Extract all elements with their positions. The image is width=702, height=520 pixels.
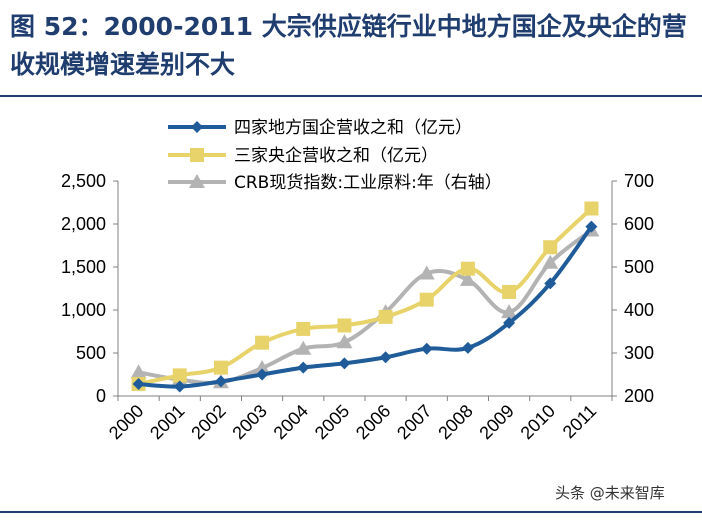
x-tick-label: 2005 xyxy=(311,401,353,443)
legend-marker xyxy=(191,121,203,133)
data-point xyxy=(584,201,599,216)
legend-marker xyxy=(190,148,204,162)
x-tick-label: 2000 xyxy=(105,401,147,443)
x-tick-label: 2002 xyxy=(187,401,229,443)
right-tick-label: 500 xyxy=(624,257,654,277)
x-tick-label: 2008 xyxy=(434,401,476,443)
right-tick-label: 400 xyxy=(624,300,654,320)
data-point xyxy=(459,271,476,286)
left-tick-label: 500 xyxy=(76,343,106,363)
data-point xyxy=(585,220,598,233)
x-tick-label: 2007 xyxy=(393,401,435,443)
data-point xyxy=(544,277,557,290)
data-point xyxy=(419,292,434,307)
x-tick-label: 2003 xyxy=(228,401,270,443)
legend-entry: 三家央企营收之和（亿元） xyxy=(168,146,438,166)
right-tick-label: 600 xyxy=(624,214,654,234)
legend-entry: CRB现货指数:工业原料:年（右轴） xyxy=(168,173,502,193)
data-point xyxy=(337,318,352,333)
figure-title: 图 52：2000-2011 大宗供应链行业中地方国企及央企的营收规模增速差别不… xyxy=(10,12,687,79)
left-tick-label: 0 xyxy=(96,386,106,406)
right-tick-label: 700 xyxy=(624,171,654,191)
data-point xyxy=(542,254,559,269)
data-point xyxy=(132,377,145,390)
data-point xyxy=(254,360,271,375)
data-point xyxy=(418,265,435,280)
data-point xyxy=(378,309,393,324)
data-point xyxy=(130,364,147,379)
series-line xyxy=(138,225,594,389)
data-point xyxy=(420,342,433,355)
title-divider xyxy=(0,95,702,97)
series-line xyxy=(138,207,593,386)
legend-label: 四家地方国企营收之和（亿元） xyxy=(234,118,472,138)
data-point xyxy=(460,261,475,276)
data-point xyxy=(214,375,227,388)
data-point xyxy=(502,284,517,299)
right-tick-label: 300 xyxy=(624,343,654,363)
legend-marker xyxy=(189,174,205,188)
data-point xyxy=(173,380,186,393)
x-tick-label: 2006 xyxy=(352,401,394,443)
data-point xyxy=(297,361,310,374)
left-tick-label: 1,500 xyxy=(61,257,106,277)
data-point xyxy=(296,321,311,336)
series-diamond xyxy=(132,220,598,393)
data-point xyxy=(255,335,270,350)
x-tick-label: 2011 xyxy=(559,401,601,443)
left-tick-label: 1,000 xyxy=(61,300,106,320)
legend-label: 三家央企营收之和（亿元） xyxy=(234,146,438,166)
x-tick-label: 2010 xyxy=(517,401,559,443)
data-point xyxy=(379,351,392,364)
legend-label: CRB现货指数:工业原料:年（右轴） xyxy=(234,173,502,193)
data-point xyxy=(213,360,228,375)
data-point xyxy=(503,316,516,329)
series-square xyxy=(131,201,599,391)
data-point xyxy=(172,368,187,383)
series-layer xyxy=(130,201,600,393)
data-point xyxy=(501,304,518,319)
axes: 0 500 1,000 1,500 2,000 2,500 200 300 400 500 600 7… xyxy=(61,171,654,443)
legend: 四家地方国企营收之和（亿元） 三家央企营收之和（亿元） CRB现货指数:工业原料:年… xyxy=(168,118,502,193)
legend-entry: 四家地方国企营收之和（亿元） xyxy=(168,118,472,138)
data-point xyxy=(256,368,269,381)
watermark-text: 头条 @未来智库 xyxy=(555,484,665,502)
x-tick-label: 2004 xyxy=(270,401,312,443)
right-tick-label: 200 xyxy=(624,386,654,406)
left-tick-label: 2,500 xyxy=(61,171,106,191)
x-tick-label: 2009 xyxy=(475,401,517,443)
data-point xyxy=(543,240,558,255)
x-tick-label: 2001 xyxy=(146,401,188,443)
left-tick-label: 2,000 xyxy=(61,214,106,234)
data-point xyxy=(338,357,351,370)
data-point xyxy=(461,341,474,354)
data-point xyxy=(295,340,312,355)
bottom-divider xyxy=(0,511,702,513)
data-point xyxy=(336,334,353,349)
